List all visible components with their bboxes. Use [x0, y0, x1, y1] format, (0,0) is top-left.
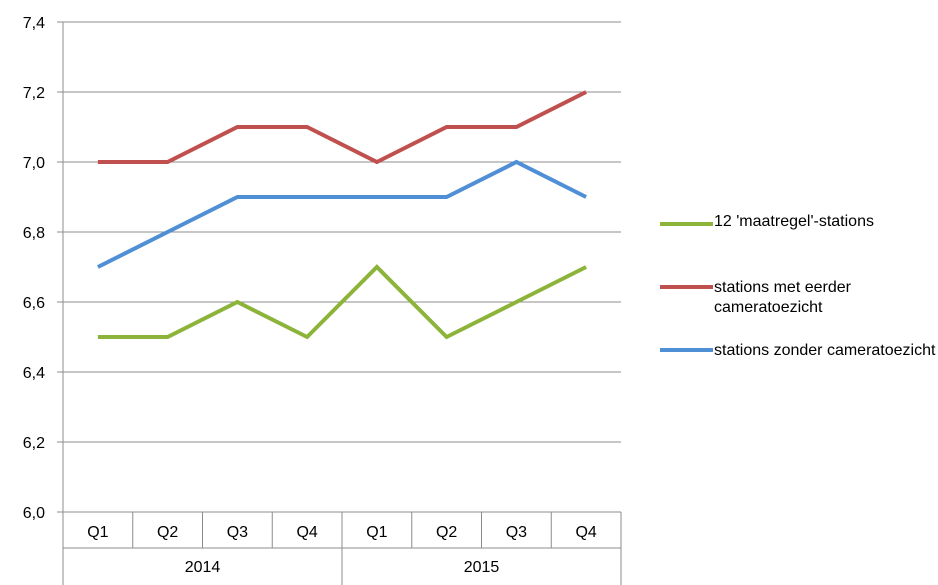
y-tick-label: 6,8 [23, 225, 45, 242]
series-line-0 [97, 264, 587, 340]
y-tick-label: 6,6 [23, 295, 45, 312]
series-lines [97, 90, 587, 340]
axes [62, 22, 622, 585]
y-tick-label: 7,2 [23, 85, 45, 102]
y-tick-label: 6,0 [23, 505, 45, 522]
legend-label-met-cameratoezicht: stations met eerder cameratoezicht [714, 279, 851, 316]
legend-swatch-met-cameratoezicht [660, 285, 713, 289]
y-tick-label: 7,0 [23, 155, 45, 172]
x-tick-label: Q1 [87, 524, 108, 541]
x-group-label: 2014 [185, 559, 221, 576]
x-tick-label: Q1 [366, 524, 387, 541]
legend-swatch-zonder-cameratoezicht [660, 348, 713, 352]
x-tick-label: Q2 [157, 524, 178, 541]
legend-label-zonder-cameratoezicht: stations zonder cameratoezicht [714, 342, 936, 359]
legend-swatch-maatregel [660, 222, 713, 226]
x-tick-label: Q4 [575, 524, 596, 541]
x-group-label: 2015 [464, 559, 500, 576]
series-line-2 [97, 159, 587, 269]
x-tick-label: Q2 [436, 524, 457, 541]
x-tick-label: Q3 [227, 524, 248, 541]
y-tick-label: 6,4 [23, 365, 45, 382]
y-tick-label: 6,2 [23, 435, 45, 452]
x-tick-label: Q4 [296, 524, 317, 541]
x-axis-tick-labels: 2014 2015 Q1 Q2 Q3 Q4 Q1 Q2 Q3 Q4 [87, 524, 597, 576]
y-axis-tick-labels: 6,0 6,2 6,4 6,6 6,8 7,0 7,2 7,4 [23, 15, 45, 522]
series-line-1 [97, 90, 587, 165]
x-tick-label: Q3 [506, 524, 527, 541]
legend-label-maatregel: 12 'maatregel'-stations [714, 213, 874, 230]
gridlines [57, 21, 621, 513]
y-tick-label: 7,4 [23, 15, 45, 32]
